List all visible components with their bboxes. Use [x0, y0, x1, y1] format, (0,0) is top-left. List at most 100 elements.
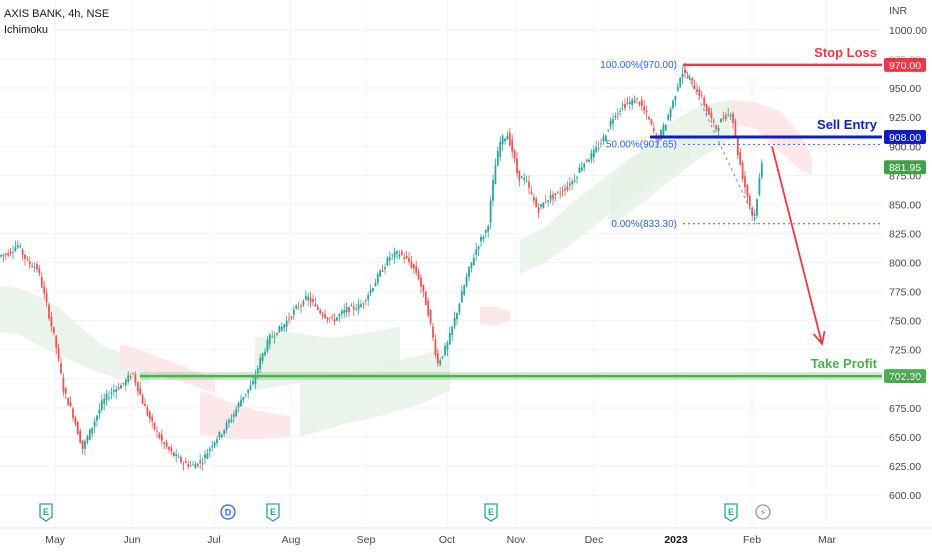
- candle-body: [652, 128, 655, 131]
- candle-body: [204, 454, 206, 459]
- event-marker[interactable]: [484, 503, 498, 522]
- candle-body: [163, 442, 166, 444]
- stop-loss-price-label: 970.00: [889, 60, 921, 72]
- candle-body: [364, 299, 367, 301]
- event-marker[interactable]: [220, 504, 236, 520]
- candle-body: [117, 387, 120, 390]
- candle-body: [681, 73, 684, 78]
- candle-body: [453, 317, 456, 327]
- earnings-event-icon[interactable]: E: [266, 503, 280, 522]
- candle-body: [348, 307, 350, 313]
- candle-body: [602, 136, 605, 142]
- y-tick-label: 650.00: [889, 432, 921, 444]
- candle-body: [451, 326, 454, 336]
- event-marker[interactable]: [755, 504, 771, 520]
- candle-body: [722, 118, 725, 120]
- candle-body: [624, 103, 626, 109]
- indicator-label[interactable]: Ichimoku: [4, 24, 49, 36]
- candle-body: [249, 385, 252, 391]
- candle-body: [369, 289, 372, 294]
- event-marker[interactable]: [266, 503, 280, 522]
- candle-body: [139, 388, 142, 395]
- event-marker-label: E: [488, 507, 494, 517]
- candle-body: [52, 326, 55, 333]
- candle-body: [304, 295, 307, 300]
- candle-body: [26, 259, 29, 261]
- y-tick-label: 850.00: [889, 199, 921, 211]
- candle-body: [405, 255, 408, 259]
- candle-body: [674, 96, 677, 101]
- x-tick-label: Dec: [585, 534, 604, 546]
- candle-body: [626, 102, 629, 104]
- candle-body: [444, 345, 446, 356]
- candle-body: [124, 379, 127, 386]
- y-tick-label: 625.00: [889, 461, 921, 473]
- candle-body: [720, 118, 722, 123]
- candle-body: [292, 309, 295, 315]
- candle-body: [307, 296, 310, 300]
- candle-body: [686, 77, 689, 79]
- candle-body: [31, 265, 34, 268]
- candle-body: [400, 251, 403, 255]
- candle-body: [708, 108, 710, 115]
- y-tick-label: 950.00: [889, 83, 921, 95]
- candle-body: [326, 317, 329, 320]
- candle-body: [302, 301, 305, 305]
- candle-body: [552, 194, 554, 199]
- earnings-event-icon[interactable]: E: [39, 503, 53, 522]
- candle-body: [393, 251, 396, 258]
- candle-body: [458, 303, 461, 313]
- candle-body: [132, 373, 134, 374]
- split-event-icon[interactable]: ⚡: [755, 504, 771, 520]
- candle-body: [225, 422, 228, 430]
- candle-body: [746, 184, 749, 197]
- candle-body: [736, 138, 739, 156]
- candle-body: [38, 268, 41, 274]
- candle-body: [573, 180, 576, 182]
- candle-body: [588, 159, 590, 163]
- candle-body: [489, 200, 492, 223]
- candle-body: [55, 335, 58, 348]
- earnings-event-icon[interactable]: E: [484, 503, 498, 522]
- candle-body: [578, 167, 581, 173]
- candle-body: [607, 130, 610, 131]
- event-marker[interactable]: [724, 503, 738, 522]
- candle-body: [184, 460, 187, 463]
- candle-body: [314, 304, 317, 307]
- candle-body: [636, 98, 638, 100]
- candle-body: [660, 130, 662, 140]
- last-price-tag: [884, 160, 926, 175]
- candle-body: [499, 141, 502, 157]
- candle-body: [43, 286, 46, 294]
- candle-body: [105, 393, 108, 400]
- candle-body: [537, 207, 540, 213]
- candle-body: [24, 254, 26, 260]
- candle-body: [290, 316, 293, 319]
- candle-body: [417, 271, 420, 280]
- candle-body: [50, 316, 53, 327]
- candle-body: [256, 367, 259, 374]
- candle-body: [638, 102, 641, 105]
- candle-body: [729, 115, 732, 117]
- earnings-event-icon[interactable]: E: [724, 503, 738, 522]
- dividend-event-icon[interactable]: D: [220, 504, 236, 520]
- fib-level-label: 100.00%(970.00): [600, 60, 677, 71]
- candle-body: [561, 191, 564, 193]
- candle-body: [576, 176, 578, 178]
- event-marker[interactable]: [39, 503, 53, 522]
- event-marker-label: ⚡: [760, 508, 766, 518]
- candle-body: [556, 191, 559, 193]
- x-tick-label: May: [45, 534, 66, 546]
- candle-body: [331, 316, 334, 318]
- candle-body: [595, 147, 598, 152]
- x-tick-label: Nov: [507, 534, 526, 546]
- symbol-title[interactable]: AXIS BANK, 4h, NSE: [4, 8, 110, 20]
- candle-body: [276, 332, 278, 335]
- candle-body: [619, 111, 622, 112]
- candle-body: [412, 263, 415, 269]
- candle-body: [242, 396, 245, 400]
- sell-entry-price-tag: [884, 129, 926, 144]
- candle-body: [381, 270, 384, 272]
